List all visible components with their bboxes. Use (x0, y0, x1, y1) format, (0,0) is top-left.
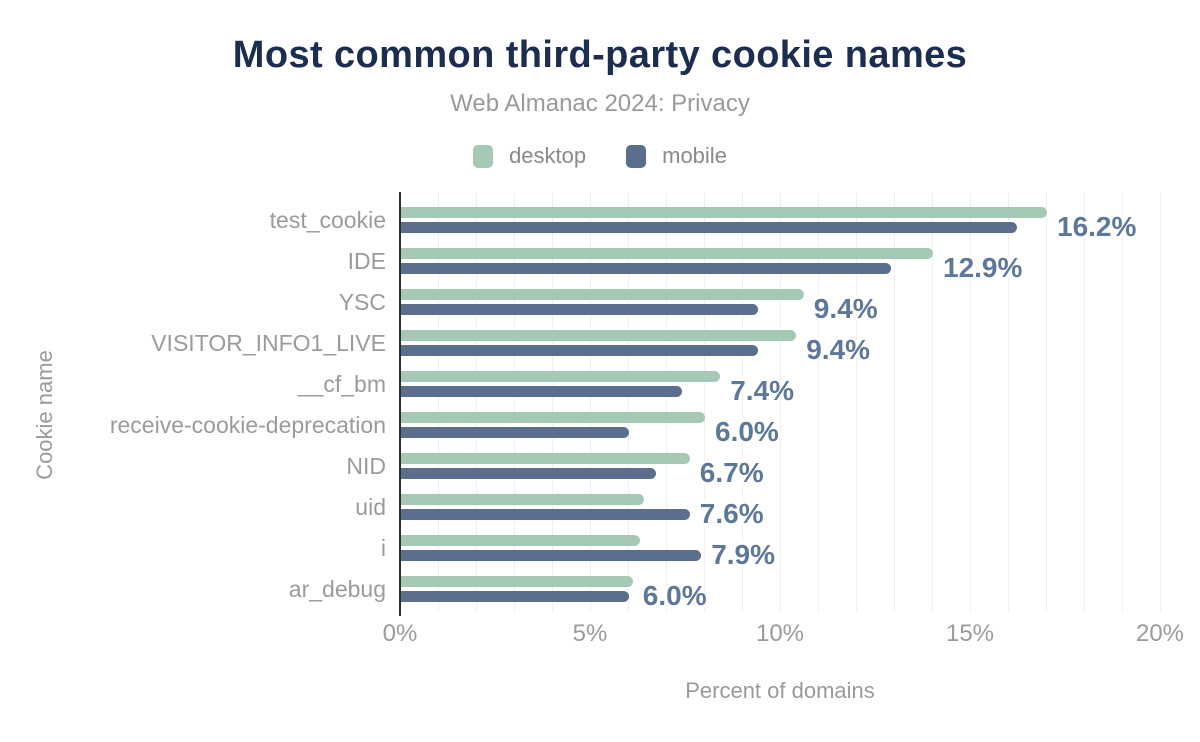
x-tick-label: 20% (1135, 620, 1185, 647)
bar-row-YSC: 9.4% (401, 282, 1160, 324)
legend-item-mobile: mobile (626, 143, 727, 169)
mobile-bar (401, 222, 1017, 233)
chart-title: Most common third-party cookie names (232, 34, 968, 76)
value-label: 12.9% (943, 252, 1023, 283)
desktop-bar (401, 330, 797, 341)
category-label: i (380, 535, 386, 561)
category-label: uid (355, 494, 386, 520)
desktop-swatch-icon (473, 144, 494, 168)
gridline (1160, 192, 1161, 612)
category-label: test_cookie (269, 207, 386, 233)
gridline (970, 192, 971, 612)
desktop-bar (401, 535, 641, 546)
desktop-bar (401, 207, 1047, 218)
y-axis-line (399, 192, 401, 616)
category-label: YSC (338, 289, 386, 315)
value-label: 16.2% (1057, 211, 1137, 242)
gridline (742, 192, 743, 612)
mobile-swatch-icon (626, 144, 647, 168)
gridline (818, 192, 819, 612)
bar-row-ar_debug: 6.0% (401, 569, 1160, 611)
category-label: IDE (347, 248, 386, 274)
gridline (1046, 192, 1047, 612)
mobile-bar (401, 427, 629, 438)
x-axis-title: Percent of domains (685, 678, 875, 703)
plot-area: 16.2% 12.9% 9.4% 9.4% 7.4% 6.0% 6.7% 7.6% 7.9% 6.… (399, 192, 1161, 616)
gridline (856, 192, 857, 612)
mobile-bar (401, 386, 683, 397)
mobile-bar (401, 591, 629, 602)
bar-row-NID: 6.7% (401, 446, 1160, 488)
mobile-bar (401, 550, 702, 561)
mobile-bar (401, 345, 759, 356)
value-label: 6.0% (715, 416, 779, 447)
gridline (1122, 192, 1123, 612)
desktop-bar (401, 453, 690, 464)
desktop-bar (401, 412, 705, 423)
desktop-bar (401, 289, 804, 300)
legend-label: mobile (662, 143, 727, 168)
gridline (704, 192, 705, 612)
value-label: 6.0% (642, 580, 707, 611)
gridline (552, 192, 553, 612)
gridline (1008, 192, 1009, 612)
gridline (1084, 192, 1085, 612)
y-axis-labels: test_cookie IDE YSC VISITOR_INFO1_LIVE __cf_… (0, 200, 386, 610)
y-axis-title: Cookie name (32, 350, 57, 480)
bar-row-IDE: 12.9% (401, 241, 1160, 283)
value-label: 7.6% (699, 498, 764, 529)
mobile-bar (401, 263, 892, 274)
x-tick-label: 5% (572, 620, 608, 647)
bar-row-i: 7.9% (401, 528, 1160, 570)
value-label: 7.4% (730, 375, 795, 406)
gridline (628, 192, 629, 612)
legend-label: desktop (509, 143, 587, 168)
value-label: 9.4% (813, 293, 878, 324)
bar-rows: 16.2% 12.9% 9.4% 9.4% 7.4% 6.0% 6.7% 7.6% 7.9% 6.… (401, 200, 1160, 611)
legend: desktop mobile (0, 143, 1200, 169)
x-axis-ticks: 0% 5% 10% 15% 20% (383, 620, 1184, 650)
category-label: NID (346, 453, 386, 479)
value-label: 9.4% (806, 334, 871, 365)
x-tick-label: 15% (945, 620, 995, 647)
mobile-bar (401, 509, 690, 520)
category-label: VISITOR_INFO1_LIVE (151, 330, 386, 356)
gridline (780, 192, 781, 612)
bar-row-receive-cookie-deprecation: 6.0% (401, 405, 1160, 447)
gridline (894, 192, 895, 612)
desktop-bar (401, 371, 721, 382)
category-label: receive-cookie-deprecation (109, 412, 386, 438)
gridline (514, 192, 515, 612)
category-label: ar_debug (288, 576, 386, 602)
desktop-bar (401, 494, 645, 505)
bar-row-__cf_bm: 7.4% (401, 364, 1160, 406)
x-tick-label: 0% (382, 620, 418, 647)
bar-row-VISITOR_INFO1_LIVE: 9.4% (401, 323, 1160, 365)
mobile-bar (401, 468, 656, 479)
x-tick-label: 10% (755, 620, 805, 647)
desktop-bar (401, 576, 633, 587)
gridline (476, 192, 477, 612)
value-label: 7.9% (711, 539, 776, 570)
gridline (932, 192, 933, 612)
desktop-bar (401, 248, 933, 259)
gridline (438, 192, 439, 612)
category-label: __cf_bm (297, 371, 386, 397)
gridline (666, 192, 667, 612)
bar-row-uid: 7.6% (401, 487, 1160, 529)
chart-subtitle: Web Almanac 2024: Privacy (450, 90, 750, 117)
value-label: 6.7% (699, 457, 764, 488)
bar-row-test_cookie: 16.2% (401, 200, 1160, 242)
legend-item-desktop: desktop (473, 143, 586, 169)
gridline (590, 192, 591, 612)
mobile-bar (401, 304, 759, 315)
